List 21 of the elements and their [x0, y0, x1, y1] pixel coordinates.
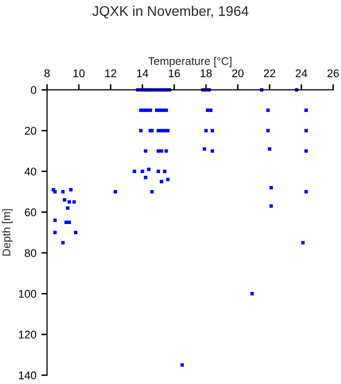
- y-tick-label: 120: [18, 330, 36, 339]
- x-tick-label: 24: [296, 69, 308, 78]
- x-tick-label: 18: [200, 69, 212, 78]
- y-tick-label: 40: [24, 168, 36, 176]
- y-tick-label: 60: [24, 208, 36, 216]
- chart-title: JQXK in November, 1964: [92, 6, 248, 18]
- x-tick-label: 8: [44, 69, 50, 78]
- x-tick-label: 20: [232, 69, 244, 78]
- x-tick-label: 26: [328, 69, 339, 78]
- x-tick-label: 16: [168, 69, 180, 78]
- y-tick-label: 0: [30, 86, 36, 94]
- y-axis-title: Depth [m]: [2, 209, 13, 256]
- x-axis-title: Temperature [°C]: [148, 56, 232, 68]
- y-tick-label: 20: [24, 126, 36, 135]
- y-tick-label: 140: [18, 371, 36, 380]
- x-tick-label: 12: [105, 69, 116, 78]
- y-tick-label: 80: [24, 249, 36, 258]
- x-tick-label: 14: [137, 69, 148, 78]
- x-tick-label: 22: [264, 69, 276, 78]
- y-tick-label: 100: [18, 290, 36, 298]
- x-tick-label: 10: [74, 69, 85, 78]
